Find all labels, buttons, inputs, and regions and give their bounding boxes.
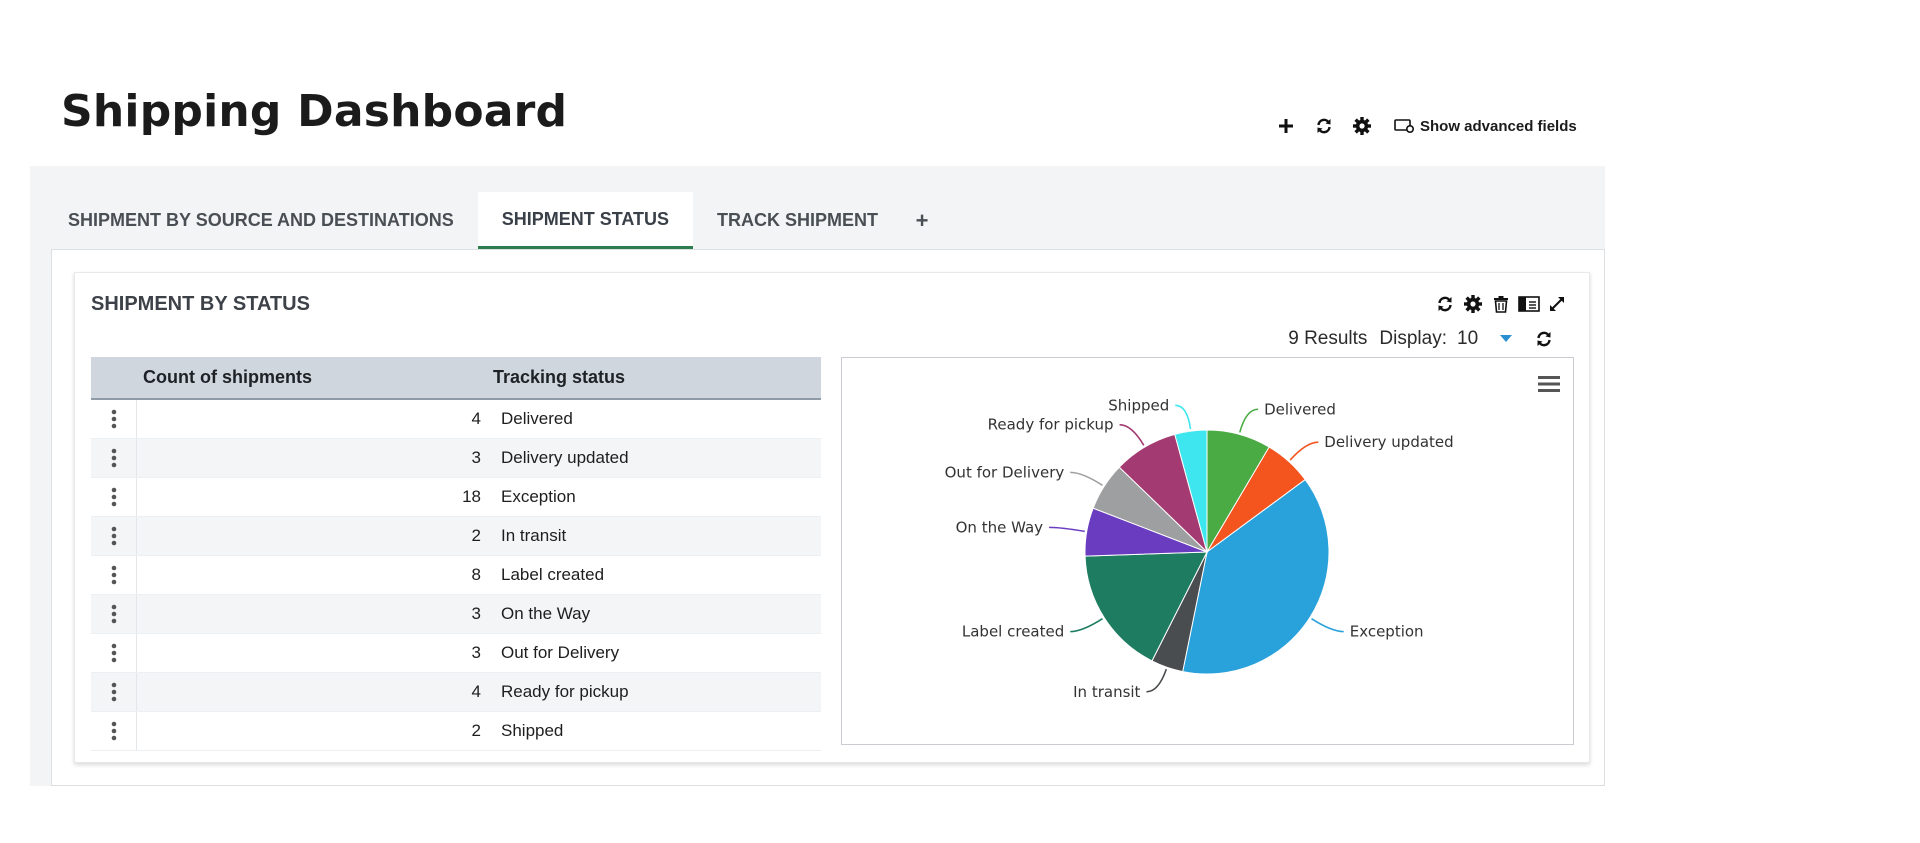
row-status: On the Way	[501, 604, 591, 623]
row-count: 18	[462, 487, 481, 506]
column-header-status[interactable]: Tracking status	[493, 367, 626, 387]
table-row: 8 Label created	[91, 556, 821, 595]
widget-title: SHIPMENT BY STATUS	[91, 293, 310, 315]
row-count: 3	[471, 643, 481, 662]
add-tab-button[interactable]: +	[915, 207, 929, 233]
tab-shipment-status[interactable]: SHIPMENT STATUS	[477, 192, 694, 249]
expand-icon[interactable]	[1543, 291, 1571, 317]
pie-connector-delivered	[1238, 408, 1259, 433]
pie-connector-out-for-delivery	[1070, 471, 1103, 486]
row-status: In transit	[501, 526, 567, 545]
row-status: Ready for pickup	[501, 682, 629, 701]
pie-label-ready-for-pickup: Ready for pickup	[988, 416, 1114, 434]
table-row: 4 Delivered	[91, 400, 821, 439]
table-row: 2 In transit	[91, 517, 821, 556]
row-menu-icon[interactable]	[91, 400, 137, 438]
table-row: 4 Ready for pickup	[91, 673, 821, 712]
row-menu-icon[interactable]	[91, 556, 137, 594]
pie-label-on-the-way: On the Way	[956, 518, 1044, 536]
pie-label-exception: Exception	[1350, 623, 1424, 641]
table-row: 18 Exception	[91, 478, 821, 517]
pie-slice-label-created[interactable]	[1084, 551, 1208, 662]
row-count: 3	[471, 448, 481, 467]
row-status: Exception	[501, 487, 576, 506]
pie-label-delivered: Delivered	[1264, 400, 1336, 418]
row-status: Delivered	[501, 409, 573, 428]
pie-label-shipped: Shipped	[1108, 396, 1169, 414]
table-row: 2 Shipped	[91, 712, 821, 751]
display-label: Display:	[1379, 328, 1447, 349]
pie-label-out-for-delivery: Out for Delivery	[945, 463, 1065, 481]
pie-slice-shipped[interactable]	[1174, 429, 1208, 553]
table-row: 3 Out for Delivery	[91, 634, 821, 673]
row-status: Delivery updated	[501, 448, 629, 467]
pie-connector-in-transit	[1146, 668, 1168, 693]
row-menu-icon[interactable]	[91, 517, 137, 555]
pie-chart-svg: Delivered Delivery updated Exception In tra…	[945, 396, 1454, 701]
page-title: Shipping Dashboard	[61, 86, 568, 137]
row-menu-icon[interactable]	[91, 712, 137, 750]
show-advanced-fields-button[interactable]: Show advanced fields	[1394, 118, 1577, 135]
plus-icon[interactable]	[1272, 114, 1300, 138]
toggle-view-icon[interactable]	[1515, 291, 1543, 317]
trash-icon[interactable]	[1487, 291, 1515, 317]
row-menu-icon[interactable]	[91, 478, 137, 516]
pie-connector-delivery-updated	[1289, 441, 1319, 461]
row-menu-icon[interactable]	[91, 634, 137, 672]
shipments-table: Count of shipments Tracking status 4 Del…	[91, 357, 821, 751]
row-count: 4	[471, 409, 481, 428]
row-menu-icon[interactable]	[91, 439, 137, 477]
row-count: 8	[471, 565, 481, 584]
row-menu-icon[interactable]	[91, 595, 137, 633]
pie-label-delivery-updated: Delivery updated	[1324, 433, 1453, 451]
row-status: Shipped	[501, 721, 564, 740]
tab-track-shipment[interactable]: TRACK SHIPMENT	[717, 210, 879, 230]
pie-connector-shipped	[1175, 404, 1192, 430]
page-toolbar: Show advanced fields	[1272, 114, 1577, 138]
display-select-value[interactable]: 10	[1457, 328, 1479, 349]
widget-gear-icon[interactable]	[1459, 291, 1487, 317]
row-status: Out for Delivery	[501, 643, 620, 662]
row-menu-icon[interactable]	[91, 673, 137, 711]
pie-connector-ready-for-pickup	[1119, 423, 1145, 446]
results-count: 9 Results	[1288, 328, 1368, 349]
row-count: 2	[471, 721, 481, 740]
gear-icon[interactable]	[1348, 114, 1376, 138]
status-pie-chart: Delivered Delivery updated Exception In tra…	[841, 357, 1574, 745]
hamburger-menu-icon[interactable]	[1537, 374, 1561, 399]
pie-slice-exception[interactable]	[1182, 478, 1330, 675]
shipment-by-status-widget: SHIPMENT BY STATUS 9 Results Display: 10	[74, 272, 1590, 763]
table-row: 3 Delivery updated	[91, 439, 821, 478]
pie-connector-label-created	[1070, 618, 1103, 633]
row-count: 3	[471, 604, 481, 623]
row-status: Label created	[501, 565, 605, 584]
chevron-down-icon[interactable]	[1491, 327, 1521, 351]
pie-connector-exception	[1311, 618, 1344, 633]
show-advanced-fields-label: Show advanced fields	[1420, 117, 1577, 135]
pie-label-label-created: Label created	[962, 623, 1064, 641]
results-controls: 9 Results Display: 10	[1288, 327, 1553, 351]
widget-toolbar	[1431, 291, 1571, 317]
table-row: 3 On the Way	[91, 595, 821, 634]
dashboard-tabs: SHIPMENT BY SOURCE AND DESTINATIONS SHIP…	[30, 192, 942, 249]
pie-connector-on-the-way	[1049, 526, 1085, 533]
column-header-count[interactable]: Count of shipments	[143, 367, 312, 387]
row-count: 4	[471, 682, 481, 701]
row-count: 2	[471, 526, 481, 545]
results-refresh-icon[interactable]	[1535, 330, 1553, 348]
widget-refresh-icon[interactable]	[1431, 291, 1459, 317]
tab-shipment-by-source-and-destinations[interactable]: SHIPMENT BY SOURCE AND DESTINATIONS	[68, 210, 454, 230]
pie-label-in-transit: In transit	[1073, 683, 1140, 701]
advanced-fields-icon	[1394, 119, 1415, 134]
refresh-icon[interactable]	[1310, 114, 1338, 138]
table-header: Count of shipments Tracking status	[91, 357, 821, 400]
